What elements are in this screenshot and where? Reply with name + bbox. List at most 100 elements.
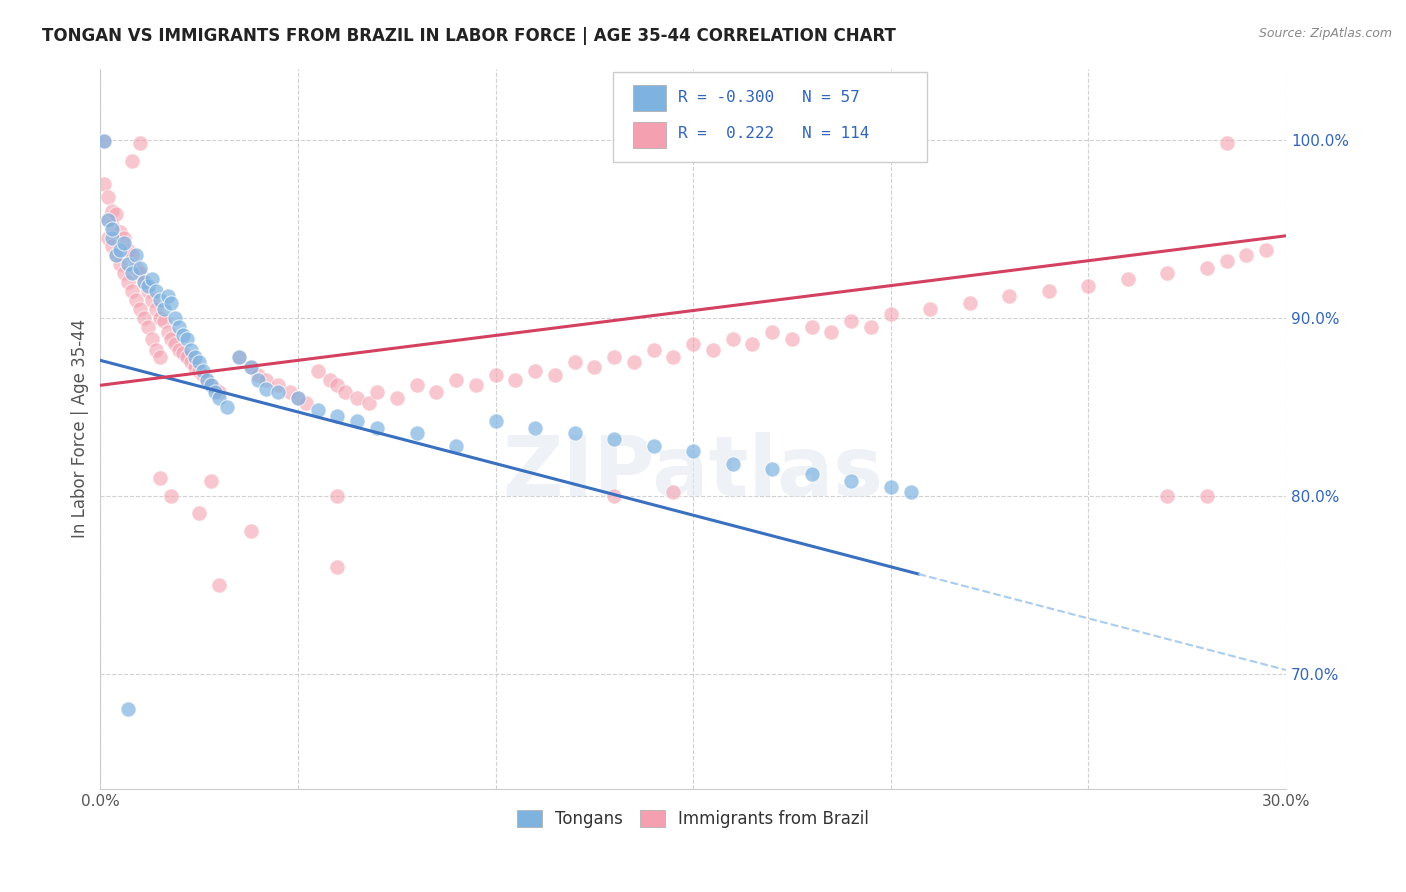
Point bbox=[800, 467, 823, 482]
Point bbox=[820, 325, 842, 339]
Point bbox=[1215, 136, 1237, 151]
Point bbox=[425, 385, 447, 400]
Point bbox=[172, 328, 194, 343]
Point bbox=[444, 439, 467, 453]
Point bbox=[128, 260, 150, 275]
Point bbox=[346, 391, 368, 405]
Point bbox=[149, 350, 172, 364]
Point bbox=[132, 310, 155, 325]
Point bbox=[228, 350, 250, 364]
Point bbox=[105, 207, 128, 221]
Point bbox=[121, 284, 143, 298]
Point bbox=[880, 307, 903, 321]
Text: TONGAN VS IMMIGRANTS FROM BRAZIL IN LABOR FORCE | AGE 35-44 CORRELATION CHART: TONGAN VS IMMIGRANTS FROM BRAZIL IN LABO… bbox=[42, 27, 896, 45]
Point bbox=[1195, 489, 1218, 503]
Point bbox=[165, 337, 187, 351]
Text: ZIPatlas: ZIPatlas bbox=[503, 432, 883, 513]
Point bbox=[959, 296, 981, 310]
Point bbox=[287, 391, 309, 405]
Point bbox=[108, 243, 131, 257]
Point bbox=[200, 378, 222, 392]
Point bbox=[128, 136, 150, 151]
Point bbox=[307, 403, 329, 417]
Point bbox=[195, 373, 218, 387]
Point bbox=[108, 257, 131, 271]
Point bbox=[93, 177, 115, 191]
Point bbox=[152, 314, 174, 328]
Point bbox=[1256, 243, 1278, 257]
Point bbox=[359, 396, 381, 410]
Point bbox=[564, 355, 586, 369]
Point bbox=[278, 385, 301, 400]
Point bbox=[643, 343, 665, 357]
Point bbox=[385, 391, 408, 405]
Point bbox=[105, 248, 128, 262]
Point bbox=[188, 364, 211, 378]
Point bbox=[165, 310, 187, 325]
Point bbox=[761, 325, 783, 339]
Point bbox=[721, 457, 744, 471]
Point bbox=[117, 702, 139, 716]
Point bbox=[682, 337, 704, 351]
Point bbox=[603, 489, 626, 503]
Point bbox=[405, 378, 427, 392]
Point bbox=[215, 400, 238, 414]
Point bbox=[117, 257, 139, 271]
Bar bbox=[633, 122, 666, 148]
Point bbox=[721, 332, 744, 346]
Point bbox=[239, 360, 262, 375]
Point bbox=[172, 346, 194, 360]
Point bbox=[335, 385, 357, 400]
Point bbox=[839, 314, 862, 328]
Point bbox=[180, 343, 202, 357]
Point bbox=[121, 248, 143, 262]
Point bbox=[900, 485, 922, 500]
Point bbox=[200, 475, 222, 489]
Y-axis label: In Labor Force | Age 35-44: In Labor Force | Age 35-44 bbox=[72, 319, 89, 539]
Point bbox=[208, 385, 231, 400]
Point bbox=[112, 230, 135, 244]
Point bbox=[101, 203, 124, 218]
Point bbox=[505, 373, 527, 387]
Point bbox=[464, 378, 486, 392]
Point bbox=[524, 421, 547, 435]
Point bbox=[603, 432, 626, 446]
Point bbox=[169, 343, 191, 357]
Point bbox=[287, 391, 309, 405]
Text: R =  0.222: R = 0.222 bbox=[678, 126, 773, 141]
Text: Source: ZipAtlas.com: Source: ZipAtlas.com bbox=[1258, 27, 1392, 40]
Point bbox=[145, 301, 167, 316]
Point bbox=[583, 360, 606, 375]
Point bbox=[662, 485, 685, 500]
Point bbox=[160, 296, 183, 310]
Point bbox=[136, 284, 159, 298]
Point bbox=[105, 248, 128, 262]
Point bbox=[247, 373, 270, 387]
Point bbox=[267, 378, 290, 392]
Point bbox=[702, 343, 724, 357]
Point bbox=[741, 337, 763, 351]
Point bbox=[191, 368, 214, 382]
Point bbox=[239, 360, 262, 375]
Point bbox=[176, 332, 198, 346]
Point bbox=[643, 439, 665, 453]
Point bbox=[128, 266, 150, 280]
Point bbox=[112, 266, 135, 280]
Point bbox=[160, 489, 183, 503]
Point bbox=[1156, 266, 1178, 280]
Point bbox=[204, 382, 226, 396]
Point bbox=[239, 524, 262, 539]
Point bbox=[108, 225, 131, 239]
Point bbox=[780, 332, 803, 346]
Point bbox=[603, 350, 626, 364]
Point bbox=[176, 350, 198, 364]
Point bbox=[195, 373, 218, 387]
Point bbox=[191, 364, 214, 378]
Point bbox=[326, 409, 349, 423]
Point bbox=[188, 507, 211, 521]
Point bbox=[132, 275, 155, 289]
Point bbox=[117, 243, 139, 257]
Point bbox=[326, 378, 349, 392]
Point bbox=[998, 289, 1021, 303]
Point bbox=[1077, 278, 1099, 293]
